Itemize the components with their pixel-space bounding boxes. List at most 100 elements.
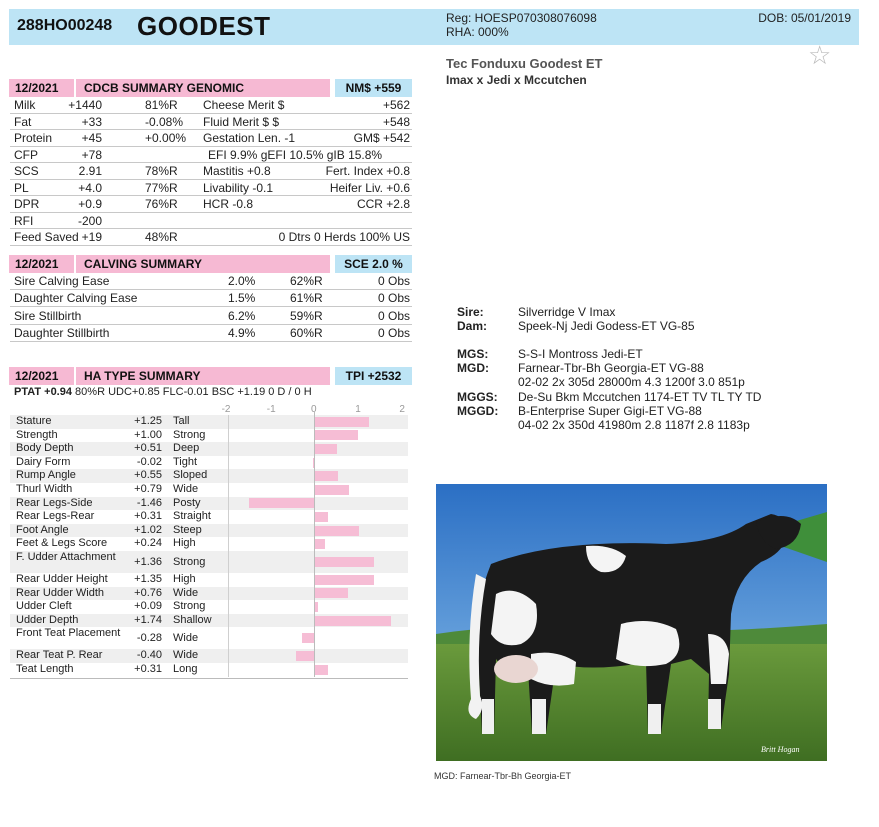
trait-name: PL <box>14 180 29 195</box>
ptat-details: 80%R UDC+0.85 FLC-0.01 BSC +1.19 0 D / 0… <box>75 386 312 398</box>
trait-name: Protein <box>14 131 53 145</box>
calving-trait: Sire Calving Ease <box>14 274 110 288</box>
trait-descriptor: Wide <box>173 649 199 662</box>
calving-row: Sire Stillbirth 6.2% 59%R 0 Obs <box>10 308 412 325</box>
secondary-value: CCR +2.8 <box>356 197 410 211</box>
trait-bar <box>314 471 339 482</box>
trait-rel: 48%R <box>145 230 178 244</box>
trait-category: Body Depth <box>16 442 74 455</box>
trait-rel: 77%R <box>145 180 178 195</box>
type-trait-row: Dairy Form -0.02 Tight <box>10 456 408 470</box>
trait-bar <box>314 574 374 585</box>
trait-rel: 81%R <box>145 98 178 112</box>
secondary-label: Cheese Merit $ <box>203 98 285 112</box>
trait-value-label: +1.74 <box>134 613 162 626</box>
trait-value: +1440 <box>68 98 102 112</box>
trait-category: F. Udder Attachment <box>16 551 116 563</box>
pedigree-label: MGGD: <box>457 404 499 418</box>
calving-trait: Daughter Stillbirth <box>14 325 110 340</box>
ptat-line: PTAT +0.94 80%R UDC+0.85 FLC-0.01 BSC +1… <box>14 386 312 398</box>
type-trait-row: Strength +1.00 Strong <box>10 429 408 443</box>
secondary-label: EFI 9.9% gEFI 10.5% gIB 15.8% <box>208 147 383 162</box>
trait-value-label: +1.00 <box>134 428 162 441</box>
trait-name: Milk <box>14 98 36 112</box>
type-trait-row: Udder Cleft +0.09 Strong <box>10 600 408 614</box>
pedigree-value: Farnear-Tbr-Bh Georgia-ET VG-88 <box>518 361 704 375</box>
trait-bar <box>314 484 349 495</box>
calving-rel: 62%R <box>290 274 323 288</box>
calving-value: 6.2% <box>228 308 256 323</box>
trait-descriptor: Strong <box>173 428 206 441</box>
calving-row: Daughter Stillbirth 4.9% 60%R 0 Obs <box>10 325 412 342</box>
calving-obs: 0 Obs <box>377 274 410 288</box>
calving-row: Sire Calving Ease 2.0% 62%R 0 Obs <box>10 273 412 290</box>
trait-descriptor: Long <box>173 663 198 675</box>
trait-category: Udder Depth <box>16 613 79 626</box>
type-trait-row: Body Depth +0.51 Deep <box>10 442 408 456</box>
trait-value: +78 <box>81 147 102 162</box>
type-trait-row: Stature +1.25 Tall <box>10 415 408 429</box>
genomic-summary-header: 12/2021 CDCB SUMMARY GENOMIC NM$ +559 <box>9 79 412 97</box>
type-trait-row: Rump Angle +0.55 Sloped <box>10 469 408 483</box>
pedigree-value: De-Su Bkm Mccutchen 1174-ET TV TL TY TD <box>518 390 762 404</box>
trait-descriptor: Wide <box>173 632 199 645</box>
calving-date: 12/2021 <box>9 255 74 273</box>
trait-descriptor: High <box>173 573 196 585</box>
trait-category: Feet & Legs Score <box>16 537 108 550</box>
trait-value-label: +0.24 <box>134 537 162 550</box>
trait-category: Rear Legs-Rear <box>16 510 95 523</box>
secondary-label: Gestation Len. -1 <box>203 131 296 145</box>
trait-descriptor: Posty <box>173 496 201 509</box>
genomic-row: PL +4.0 77%R Livability -0.1 Heifer Liv. +0.… <box>10 180 412 196</box>
trait-category: Teat Length <box>16 663 74 675</box>
trait-value-label: +1.02 <box>134 523 162 536</box>
trait-bar <box>314 430 359 441</box>
trait-descriptor: Tight <box>173 455 198 468</box>
trait-category: Rump Angle <box>16 469 76 482</box>
value-separator <box>228 415 229 677</box>
calving-title: CALVING SUMMARY <box>76 255 330 273</box>
trait-descriptor: Straight <box>173 510 211 523</box>
secondary-value: Heifer Liv. +0.6 <box>329 180 410 195</box>
trait-value-label: +1.36 <box>134 556 162 568</box>
secondary-label: 0 Dtrs 0 Herds 100% US <box>278 230 410 244</box>
type-trait-row: Rear Udder Width +0.76 Wide <box>10 586 408 601</box>
trait-name: Fat <box>14 114 32 129</box>
favorite-star-icon[interactable]: ☆ <box>808 40 832 70</box>
trait-value: +4.0 <box>78 180 102 195</box>
nm-badge: NM$ +559 <box>335 79 412 97</box>
type-trait-row: Udder Depth +1.74 Shallow <box>10 613 408 628</box>
trait-name: RFI <box>14 213 34 228</box>
trait-bar <box>314 601 318 612</box>
trait-bar <box>314 557 375 567</box>
date-of-birth: DOB: 05/01/2019 <box>758 11 851 25</box>
axis-tick-label: -2 <box>221 404 231 415</box>
tpi-badge: TPI +2532 <box>335 367 412 385</box>
cow-photo-illustration: Britt Hogan <box>436 484 827 761</box>
trait-bar <box>314 588 348 599</box>
header-bar: 288HO00248 GOODEST Reg: HOESP07030807609… <box>9 9 859 45</box>
type-trait-row: Rear Legs-Side -1.46 Posty <box>10 496 408 511</box>
type-trait-row: Teat Length +0.31 Long <box>10 663 408 677</box>
trait-descriptor: Shallow <box>173 613 212 626</box>
trait-category: Udder Cleft <box>16 600 72 613</box>
calving-row: Daughter Calving Ease 1.5% 61%R 0 Obs <box>10 290 412 308</box>
calving-value: 2.0% <box>228 274 256 288</box>
trait-name: CFP <box>14 147 38 162</box>
trait-value-label: +0.55 <box>134 469 162 482</box>
pedigree-value: Silverridge V Imax <box>518 305 616 319</box>
trait-value-label: -0.40 <box>136 649 162 662</box>
trait-category: Stature <box>16 415 52 427</box>
bull-code: 288HO00248 <box>17 17 113 34</box>
photo-caption: MGD: Farnear-Tbr-Bh Georgia-ET <box>434 771 572 781</box>
long-name: Tec Fonduxu Goodest ET <box>446 56 603 71</box>
trait-bar <box>314 416 370 427</box>
trait-descriptor: Strong <box>173 556 206 568</box>
genomic-row: Milk +1440 81%R Cheese Merit $ +562 <box>10 97 412 114</box>
cow-photo: Britt Hogan <box>436 484 827 761</box>
trait-value: 2.91 <box>78 164 102 178</box>
pedigree-value: 04-02 2x 350d 41980m 2.8 1187f 2.8 1183p <box>518 418 750 432</box>
trait-descriptor: Deep <box>173 442 200 455</box>
trait-value-label: -0.02 <box>136 455 162 468</box>
type-trait-row: Foot Angle +1.02 Steep <box>10 523 408 538</box>
